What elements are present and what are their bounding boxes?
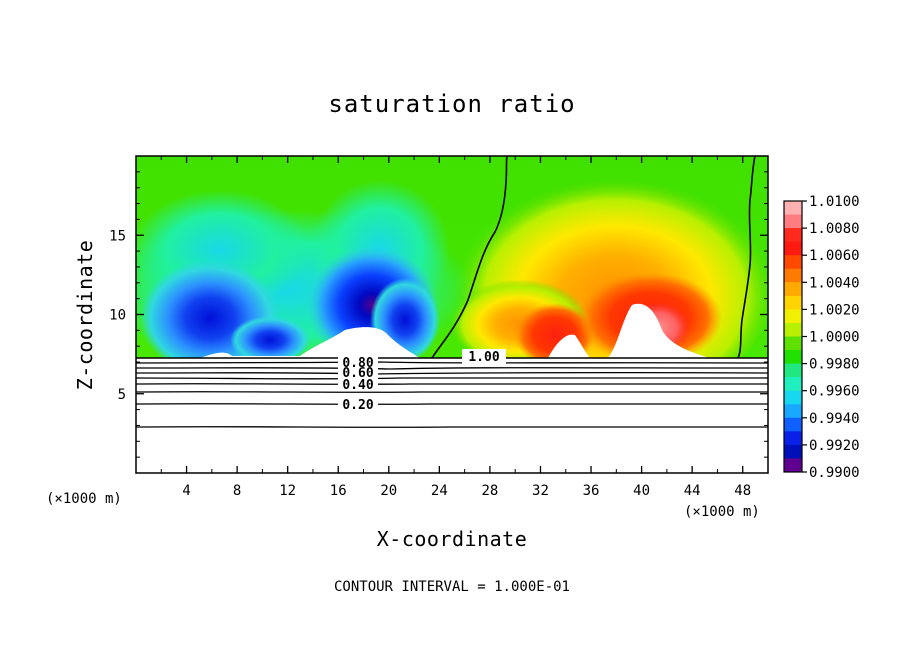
y-tick-label: 15 <box>109 228 126 244</box>
contour-label: 0.60 <box>342 366 373 381</box>
x-tick-label: 48 <box>734 483 751 499</box>
contour-label-bg <box>462 349 506 364</box>
colorbar-band <box>784 404 802 419</box>
contour-label-bg <box>338 378 378 391</box>
contour-0-50 <box>136 377 768 380</box>
colorbar-band <box>784 417 802 432</box>
colorbar-band <box>784 295 802 310</box>
x-tick-label: 44 <box>684 483 701 499</box>
colorbar-band <box>784 228 802 243</box>
x-tick-label: 40 <box>633 483 650 499</box>
colorbar-label: 1.0020 <box>809 302 860 318</box>
colorbar-label: 1.0080 <box>809 221 860 237</box>
contour-label-bg <box>338 367 378 379</box>
cutout-left <box>200 327 420 358</box>
contour-label: 0.20 <box>342 398 373 413</box>
colorbar-band <box>784 282 802 297</box>
y-axis: 5 10 15 <box>109 171 768 458</box>
colorbar-band <box>784 390 802 405</box>
contour-0-40 <box>136 382 768 385</box>
cutout-right <box>608 303 710 358</box>
colorbar-band <box>784 214 802 229</box>
colorbar-band <box>784 431 802 446</box>
colorbar-label: 0.9960 <box>809 384 860 400</box>
colorbar-label: 0.9980 <box>809 357 860 373</box>
colorbar-band <box>784 444 802 459</box>
y-tick-label: 5 <box>118 387 126 403</box>
x-tick-label: 4 <box>182 483 190 499</box>
colorbar-label: 0.9920 <box>809 438 860 454</box>
x-axis-title: X-coordinate <box>377 527 528 551</box>
colorbar-label: 1.0060 <box>809 248 860 264</box>
contour-0-60 <box>136 371 768 375</box>
cutout-mid <box>548 334 590 358</box>
colorbar-band <box>784 336 802 351</box>
x-tick-label: 28 <box>481 483 498 499</box>
x-tick-label: 12 <box>279 483 296 499</box>
contour-0-10 <box>136 426 768 428</box>
y-axis-title: Z-coordinate <box>73 240 97 391</box>
colorbar: 1.0100 1.0080 1.0060 1.0040 1.0020 1.0000 0.99… <box>783 194 860 481</box>
unshaded-lower <box>136 358 768 473</box>
contour-label-bg <box>338 398 378 411</box>
contour-1-00 <box>431 156 508 359</box>
x-tick-label: 8 <box>233 483 241 499</box>
colorbar-band <box>784 322 802 337</box>
x-unit-right: (×1000 m) <box>684 504 760 520</box>
x-axis: 4 8 12 16 20 24 28 32 36 40 44 48 <box>160 156 751 499</box>
x-unit-left: (×1000 m) <box>46 491 122 507</box>
y-tick-label: 10 <box>109 308 126 324</box>
colorbar-band <box>784 255 802 270</box>
x-tick-label: 36 <box>583 483 600 499</box>
shaded-field: 1.00 0.80 0.60 0.40 0.20 <box>136 156 768 473</box>
contour-0-80 <box>136 361 768 364</box>
colorbar-band <box>784 377 802 392</box>
x-tick-label: 32 <box>532 483 549 499</box>
x-tick-label: 16 <box>330 483 347 499</box>
chart-title: saturation ratio <box>328 90 575 118</box>
colorbar-band <box>784 309 802 324</box>
contour-0-70 <box>136 367 768 370</box>
colorbar-band <box>784 458 802 473</box>
contour-0-30 <box>136 391 768 393</box>
x-tick-label: 20 <box>380 483 397 499</box>
contour-label-bg <box>338 357 378 370</box>
x-tick-label: 24 <box>431 483 448 499</box>
colorbar-band <box>784 201 802 216</box>
contour-interval-text: CONTOUR INTERVAL = 1.000E-01 <box>334 579 570 595</box>
contour-label: 1.00 <box>468 350 499 365</box>
colorbar-band <box>784 241 802 256</box>
colorbar-label: 0.9900 <box>809 465 860 481</box>
contour-label: 0.40 <box>342 378 373 393</box>
contour-0-20 <box>136 403 768 405</box>
low-region-left-b <box>230 316 310 364</box>
colorbar-band <box>784 363 802 378</box>
colorbar-label: 1.0000 <box>809 330 860 346</box>
colorbar-band <box>784 268 802 283</box>
colorbar-band <box>784 350 802 365</box>
colorbar-label: 0.9940 <box>809 411 860 427</box>
colorbar-label: 1.0040 <box>809 275 860 291</box>
colorbar-label: 1.0100 <box>809 194 860 210</box>
contour-1-00-right <box>737 156 756 359</box>
